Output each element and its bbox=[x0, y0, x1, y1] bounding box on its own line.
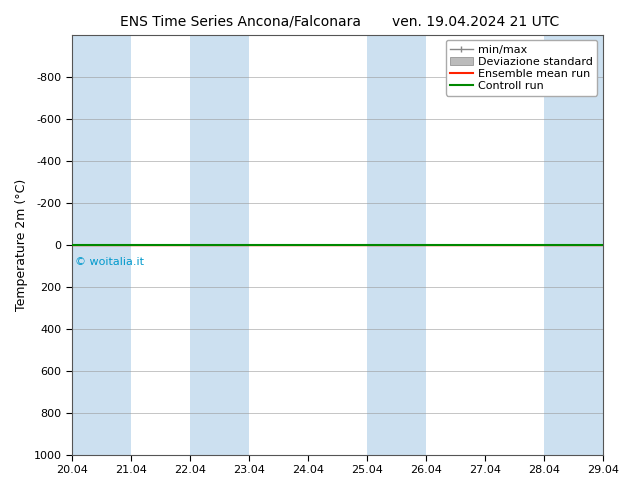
Bar bbox=[544, 35, 603, 455]
Bar bbox=[72, 35, 131, 455]
Legend: min/max, Deviazione standard, Ensemble mean run, Controll run: min/max, Deviazione standard, Ensemble m… bbox=[446, 40, 597, 96]
Bar bbox=[190, 35, 249, 455]
Y-axis label: Temperature 2m (°C): Temperature 2m (°C) bbox=[15, 178, 28, 311]
Text: ENS Time Series Ancona/Falconara: ENS Time Series Ancona/Falconara bbox=[120, 15, 361, 29]
Bar bbox=[367, 35, 426, 455]
Text: © woitalia.it: © woitalia.it bbox=[75, 257, 144, 267]
Text: ven. 19.04.2024 21 UTC: ven. 19.04.2024 21 UTC bbox=[392, 15, 559, 29]
